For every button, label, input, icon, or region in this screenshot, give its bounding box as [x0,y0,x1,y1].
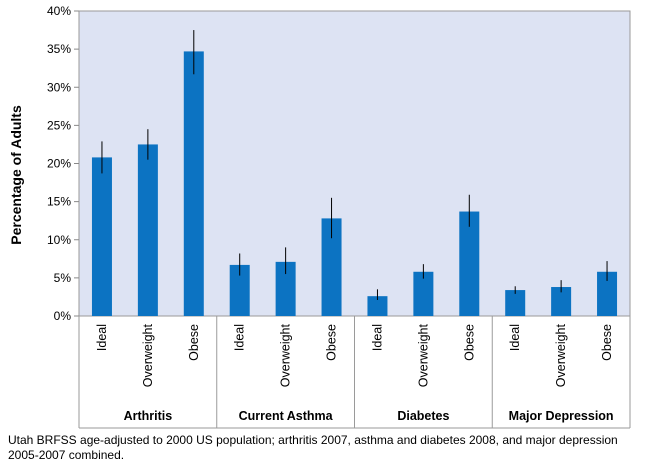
y-tick-label: 40% [47,4,71,18]
bar [183,51,204,316]
category-label: Obese [600,324,614,361]
group-label: Current Asthma [239,409,334,423]
category-label: Overweight [554,323,568,387]
category-label: Obese [462,324,476,361]
bars [91,30,618,316]
group-label: Major Depression [509,409,614,423]
bar [505,290,526,316]
y-tick-label: 30% [47,80,71,94]
bar [321,218,342,316]
y-axis: 0% 5% 10% 15% 20% 25% 30% 35% 40% [47,4,79,323]
y-tick-label: 20% [47,157,71,171]
x-axis: Ideal Overweight Obese Arthritis Ideal Overwe… [78,316,631,429]
bar-chart: 0% 5% 10% 15% 20% 25% 30% 35% 40% Ideal Overweigh… [8,4,631,429]
bar [229,264,250,316]
bar [367,296,388,316]
bar [413,271,434,316]
category-label: Overweight [416,323,430,387]
category-label: Obese [325,324,339,361]
footnote: Utah BRFSS age-adjusted to 2000 US popul… [8,433,618,462]
y-tick-label: 25% [47,118,71,132]
category-label: Obese [187,324,201,361]
category-label: Overweight [279,323,293,387]
bar [597,271,618,316]
group-label: Diabetes [397,409,449,423]
bar [91,157,112,316]
bar [275,261,296,316]
y-tick-label: 15% [47,195,71,209]
y-axis-label: Percentage of Adults [8,105,24,245]
bar [137,144,158,316]
category-label: Ideal [95,324,109,351]
category-label: Ideal [508,324,522,351]
y-tick-label: 5% [54,271,72,285]
bar [459,211,480,316]
bar [551,287,572,316]
category-label: Ideal [370,324,384,351]
category-label: Ideal [233,324,247,351]
category-label: Overweight [141,323,155,387]
y-tick-label: 0% [54,309,72,323]
group-label: Arthritis [124,409,173,423]
y-tick-label: 10% [47,233,71,247]
y-tick-label: 35% [47,42,71,56]
plot-area [78,10,631,317]
